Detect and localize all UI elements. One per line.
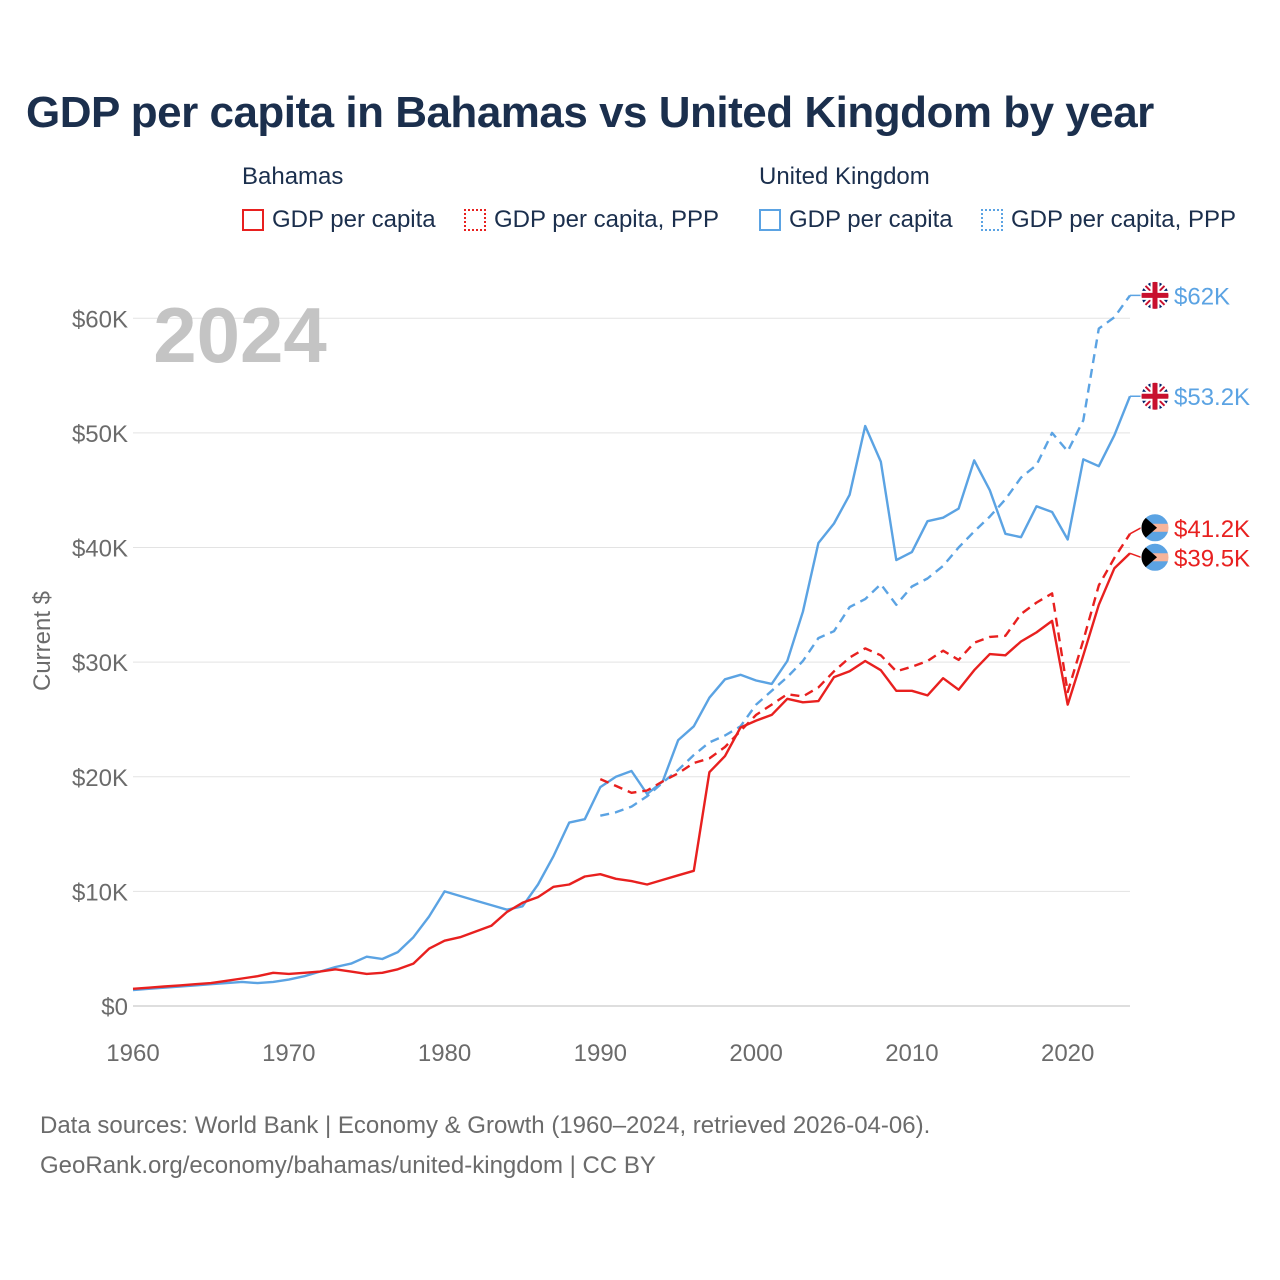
x-tick-label: 1990 bbox=[574, 1040, 627, 1067]
series-line-bahamas-gdp-per-capita bbox=[132, 552, 1131, 990]
x-tick-label: 2010 bbox=[885, 1040, 938, 1067]
bahamas-flag-icon bbox=[1140, 513, 1170, 543]
source-note: Data sources: World Bank | Economy & Gro… bbox=[40, 1106, 930, 1186]
united-kingdom-flag-icon bbox=[1140, 280, 1170, 310]
line-chart: 2024 $0 $10K $20K $30K $40K $50K $60K 1960 1970… bbox=[29, 280, 1250, 1067]
legend-swatch-solid-blue bbox=[759, 209, 781, 231]
legend-swatch-dotted-blue bbox=[981, 209, 1003, 231]
end-labels: $62K $53.2K $41.2K$39.5K bbox=[1129, 280, 1250, 572]
y-tick-label: $50K bbox=[72, 421, 128, 448]
source-line-2: GeoRank.org/economy/bahamas/united-kingd… bbox=[40, 1152, 656, 1179]
y-tick-label: $60K bbox=[72, 306, 128, 333]
source-line-1: Data sources: World Bank | Economy & Gro… bbox=[40, 1112, 931, 1139]
y-tick-label: $10K bbox=[72, 879, 128, 906]
end-value-label: $62K bbox=[1174, 283, 1230, 310]
legend-label: GDP per capita bbox=[272, 206, 436, 233]
series-layer bbox=[132, 294, 1132, 992]
x-axis: 1960 1970 1980 1990 2000 2010 2020 bbox=[106, 1005, 1130, 1067]
legend-item-uk-gdp[interactable]: GDP per capita bbox=[759, 204, 953, 236]
x-tick-label: 2000 bbox=[729, 1040, 782, 1067]
legend-item-bahamas-gdp-ppp[interactable]: GDP per capita, PPP bbox=[464, 204, 719, 236]
y-tick-label: $20K bbox=[72, 765, 128, 792]
legend-group-bahamas: Bahamas bbox=[242, 163, 344, 190]
end-connector bbox=[1129, 552, 1142, 558]
series-line-united-kingdom-gdp-per-capita-ppp bbox=[600, 294, 1131, 817]
legend-item-uk-gdp-ppp[interactable]: GDP per capita, PPP bbox=[981, 204, 1236, 236]
end-value-label: $41.2K bbox=[1174, 516, 1250, 543]
end-value-label: $53.2K bbox=[1174, 384, 1250, 411]
y-tick-label: $40K bbox=[72, 536, 128, 563]
legend-label: GDP per capita, PPP bbox=[1011, 206, 1236, 233]
end-value-label: $39.5K bbox=[1174, 545, 1250, 572]
chart-title: GDP per capita in Bahamas vs United King… bbox=[26, 88, 1154, 137]
x-tick-label: 1980 bbox=[418, 1040, 471, 1067]
x-tick-label: 2020 bbox=[1041, 1040, 1094, 1067]
united-kingdom-flag-icon bbox=[1140, 381, 1170, 411]
y-axis-label: Current $ bbox=[29, 591, 56, 691]
y-axis: $0 $10K $20K $30K $40K $50K $60K bbox=[72, 306, 128, 1021]
x-tick-label: 1970 bbox=[262, 1040, 315, 1067]
end-connector bbox=[1129, 527, 1142, 535]
legend-label: GDP per capita bbox=[789, 206, 953, 233]
year-watermark: 2024 bbox=[153, 291, 327, 379]
legend-label: GDP per capita, PPP bbox=[494, 206, 719, 233]
y-tick-label: $0 bbox=[101, 994, 128, 1021]
bahamas-flag-icon bbox=[1140, 542, 1170, 572]
series-line-united-kingdom-gdp-per-capita bbox=[132, 395, 1132, 992]
series-line-bahamas-gdp-per-capita-ppp bbox=[599, 533, 1132, 794]
legend-swatch-solid-red bbox=[242, 209, 264, 231]
x-tick-label: 1960 bbox=[106, 1040, 159, 1067]
legend-swatch-dotted-red bbox=[464, 209, 486, 231]
legend-item-bahamas-gdp[interactable]: GDP per capita bbox=[242, 204, 436, 236]
y-tick-label: $30K bbox=[72, 650, 128, 677]
legend-group-united-kingdom: United Kingdom bbox=[759, 163, 930, 190]
